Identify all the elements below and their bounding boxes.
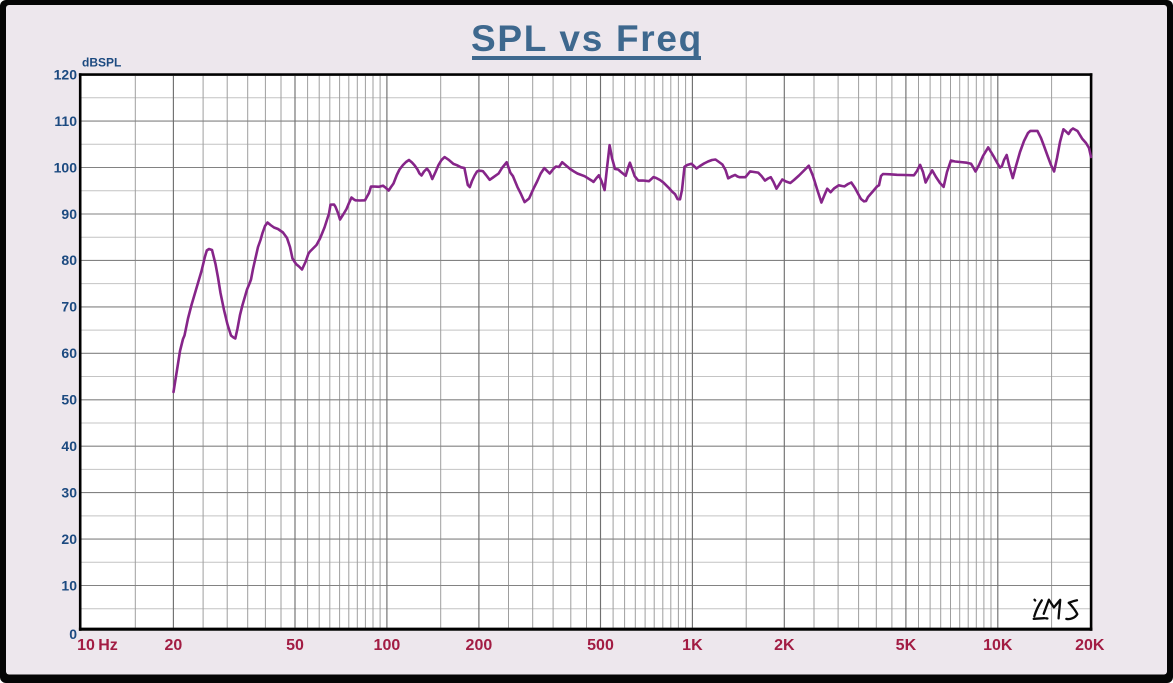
svg-text:30: 30 — [61, 484, 77, 500]
svg-text:40: 40 — [61, 438, 77, 454]
svg-text:10K: 10K — [983, 637, 1013, 654]
svg-text:2K: 2K — [774, 637, 795, 654]
svg-text:50: 50 — [286, 637, 304, 654]
svg-text:20K: 20K — [1075, 637, 1105, 654]
svg-text:100: 100 — [374, 637, 401, 654]
svg-text:20: 20 — [165, 637, 183, 654]
svg-text:10: 10 — [61, 577, 77, 593]
svg-text:80: 80 — [61, 252, 77, 268]
svg-text:110: 110 — [54, 113, 77, 129]
svg-text:SPL vs Freq: SPL vs Freq — [471, 18, 703, 59]
svg-text:70: 70 — [61, 299, 77, 315]
svg-text:dBSPL: dBSPL — [82, 56, 121, 70]
svg-text:60: 60 — [61, 345, 77, 361]
svg-text:20: 20 — [61, 531, 77, 547]
svg-text:50: 50 — [61, 392, 77, 408]
svg-text:200: 200 — [466, 637, 493, 654]
svg-text:120: 120 — [54, 66, 78, 82]
svg-text:5K: 5K — [896, 637, 917, 654]
svg-text:Hz: Hz — [98, 637, 118, 654]
svg-text:1K: 1K — [682, 637, 703, 654]
svg-text:10: 10 — [77, 637, 95, 654]
svg-text:90: 90 — [61, 206, 77, 222]
svg-text:100: 100 — [54, 159, 78, 175]
svg-text:0: 0 — [69, 626, 77, 642]
svg-text:500: 500 — [587, 637, 614, 654]
